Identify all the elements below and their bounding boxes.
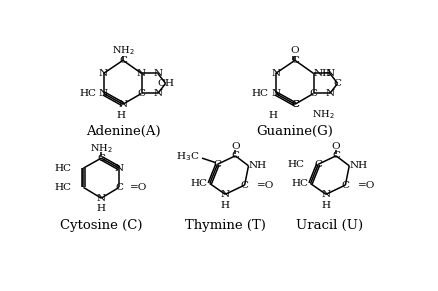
Text: N: N	[99, 69, 108, 78]
Text: O: O	[231, 142, 240, 151]
Text: N: N	[99, 89, 108, 98]
Text: C: C	[97, 154, 105, 163]
Text: NH: NH	[349, 161, 367, 170]
Text: N: N	[137, 69, 146, 78]
Text: HC: HC	[191, 179, 208, 188]
Text: C: C	[115, 183, 123, 192]
Text: C: C	[332, 151, 340, 160]
Text: N: N	[97, 194, 106, 203]
Text: C: C	[291, 100, 299, 109]
Text: C: C	[341, 181, 350, 189]
Text: HC: HC	[55, 164, 72, 173]
Text: N: N	[325, 89, 335, 98]
Text: NH$_2$: NH$_2$	[112, 44, 134, 57]
Text: =O: =O	[257, 181, 274, 189]
Text: N: N	[153, 89, 162, 98]
Text: C: C	[314, 160, 322, 169]
Text: C: C	[240, 181, 249, 189]
Text: =O: =O	[358, 181, 375, 189]
Text: Thymine (T): Thymine (T)	[185, 219, 266, 233]
Text: Guanine(G): Guanine(G)	[257, 125, 333, 138]
Text: NH: NH	[248, 161, 267, 170]
Text: N: N	[153, 69, 162, 78]
Text: HC: HC	[80, 89, 96, 98]
Text: H: H	[321, 200, 331, 210]
Text: HC: HC	[287, 160, 304, 169]
Text: C: C	[334, 79, 342, 88]
Text: N: N	[325, 69, 335, 78]
Text: C: C	[231, 151, 239, 160]
Text: H: H	[116, 111, 125, 120]
Text: N: N	[271, 89, 280, 98]
Text: NH$_2$: NH$_2$	[90, 143, 113, 155]
Text: HC: HC	[291, 179, 308, 188]
Text: O: O	[332, 142, 340, 151]
Text: H: H	[269, 111, 278, 120]
Text: Adenine(A): Adenine(A)	[86, 125, 160, 138]
Text: C: C	[119, 56, 127, 65]
Text: N: N	[321, 190, 331, 199]
Text: N: N	[221, 190, 230, 199]
Text: C: C	[291, 56, 299, 65]
Text: O: O	[291, 46, 299, 55]
Text: N: N	[114, 164, 124, 173]
Text: H$_3$C: H$_3$C	[176, 150, 200, 163]
Text: HC: HC	[251, 89, 268, 98]
Text: Cytosine (C): Cytosine (C)	[60, 219, 142, 233]
Text: NH: NH	[314, 69, 332, 78]
Text: H: H	[97, 205, 106, 213]
Text: NH$_2$: NH$_2$	[312, 108, 335, 121]
Text: C: C	[138, 89, 145, 98]
Text: C: C	[291, 100, 299, 109]
Text: =O: =O	[130, 183, 147, 192]
Text: HC: HC	[55, 183, 72, 192]
Text: N: N	[271, 69, 280, 78]
Text: H: H	[221, 200, 230, 210]
Text: Uracil (U): Uracil (U)	[297, 219, 364, 233]
Text: CH: CH	[157, 79, 174, 88]
Text: C: C	[310, 89, 318, 98]
Text: C: C	[213, 160, 222, 169]
Text: N: N	[118, 100, 127, 109]
